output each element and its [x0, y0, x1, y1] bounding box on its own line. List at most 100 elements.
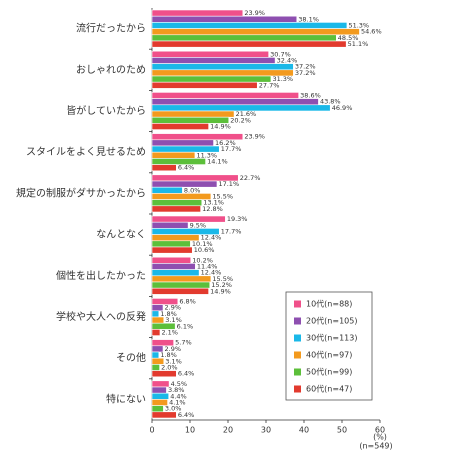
value-label: 17.7% — [221, 228, 242, 236]
category-label: 特にない — [106, 393, 146, 405]
bar — [151, 110, 235, 118]
value-label: 43.8% — [320, 98, 341, 106]
legend-swatch — [294, 385, 301, 393]
category-label: おしゃれのため — [76, 64, 146, 76]
value-label: 51.3% — [348, 22, 369, 30]
bar — [151, 351, 160, 359]
category-label: 学校や大人への反発 — [56, 310, 146, 323]
value-label: 10.6% — [194, 246, 215, 254]
value-label: 16.2% — [215, 139, 236, 147]
value-label: 3.8% — [168, 386, 185, 394]
value-label: 17.7% — [221, 145, 242, 153]
value-label: 5.7% — [175, 339, 192, 347]
bar — [151, 298, 179, 305]
bar — [151, 92, 299, 99]
value-label: 6.4% — [178, 370, 195, 378]
value-label: 9.5% — [190, 221, 207, 229]
category-label: 個性を出したかった — [56, 269, 146, 282]
value-label: 32.4% — [277, 57, 298, 65]
value-label: 23.9% — [244, 133, 265, 141]
bar — [151, 9, 244, 17]
bar — [151, 380, 170, 388]
value-label: 37.2% — [295, 69, 316, 77]
bar — [151, 158, 206, 165]
bar — [151, 199, 203, 207]
bar — [151, 256, 192, 264]
legend-label: 10代(n=88) — [306, 299, 352, 309]
value-label: 51.1% — [348, 40, 369, 48]
value-label: 14.9% — [210, 287, 231, 295]
value-label: 4.1% — [169, 399, 186, 407]
category-label: なんとなく — [96, 229, 146, 241]
value-label: 2.9% — [165, 304, 182, 312]
bar — [151, 139, 214, 147]
legend-label: 60代(n=47) — [306, 384, 352, 394]
value-label: 27.7% — [259, 81, 280, 89]
category-label: 皆がしていたから — [66, 104, 146, 117]
bar — [151, 411, 177, 419]
value-label: 17.1% — [218, 180, 239, 188]
x-tick-label: 30 — [261, 426, 271, 435]
bar — [151, 275, 212, 283]
value-label: 11.3% — [196, 151, 217, 159]
value-label: 10.1% — [192, 240, 213, 248]
sample-note: (n=549) — [359, 442, 392, 450]
value-label: 23.9% — [244, 9, 265, 17]
value-label: 2.0% — [161, 364, 178, 372]
legend-box — [285, 291, 373, 401]
x-tick-label: 0 — [149, 426, 154, 435]
value-label: 12.4% — [201, 234, 222, 242]
value-label: 14.1% — [207, 158, 228, 166]
value-label: 31.3% — [272, 75, 293, 83]
x-tick-label: 10 — [185, 426, 195, 435]
value-label: 2.1% — [161, 329, 178, 337]
value-label: 11.4% — [197, 263, 218, 271]
value-label: 4.5% — [171, 380, 188, 388]
x-unit: (%) — [373, 433, 387, 442]
legend-swatch — [294, 351, 301, 359]
value-label: 37.2% — [295, 63, 316, 71]
x-tick-label: 50 — [337, 426, 347, 435]
bar — [151, 34, 337, 42]
legend-label: 50代(n=99) — [306, 367, 352, 377]
value-label: 12.4% — [201, 269, 222, 277]
value-label: 30.7% — [270, 50, 291, 58]
value-label: 3.1% — [165, 316, 182, 324]
bar — [151, 28, 360, 36]
value-label: 14.9% — [210, 123, 231, 131]
bar — [151, 269, 200, 277]
bar — [151, 386, 167, 394]
bar — [151, 215, 226, 223]
bar — [151, 75, 272, 83]
bar — [151, 322, 176, 330]
category-label: 規定の制服がダサかったから — [16, 186, 146, 199]
bar — [151, 392, 170, 400]
bar — [151, 205, 201, 213]
bar — [151, 240, 191, 248]
bar — [151, 180, 218, 188]
legend-label: 40代(n=97) — [306, 350, 352, 360]
bar — [151, 329, 161, 336]
bar — [151, 40, 347, 48]
value-label: 8.0% — [184, 186, 201, 194]
legend-swatch — [294, 317, 301, 325]
category-label: その他 — [116, 351, 146, 364]
value-label: 12.8% — [202, 205, 223, 213]
value-label: 38.1% — [298, 15, 319, 23]
value-label: 2.9% — [165, 345, 182, 353]
bar — [151, 151, 196, 159]
bar — [151, 22, 348, 29]
value-label: 3.1% — [165, 357, 182, 365]
bar — [151, 364, 160, 371]
value-label: 38.6% — [300, 92, 321, 100]
bar — [151, 221, 189, 229]
bar — [151, 263, 196, 270]
bar — [151, 98, 319, 106]
value-label: 15.2% — [211, 281, 232, 289]
bar — [151, 405, 164, 413]
value-label: 19.3% — [227, 215, 248, 223]
category-label: 流行だったから — [76, 22, 146, 35]
value-label: 13.1% — [203, 199, 224, 207]
bar — [151, 63, 294, 71]
